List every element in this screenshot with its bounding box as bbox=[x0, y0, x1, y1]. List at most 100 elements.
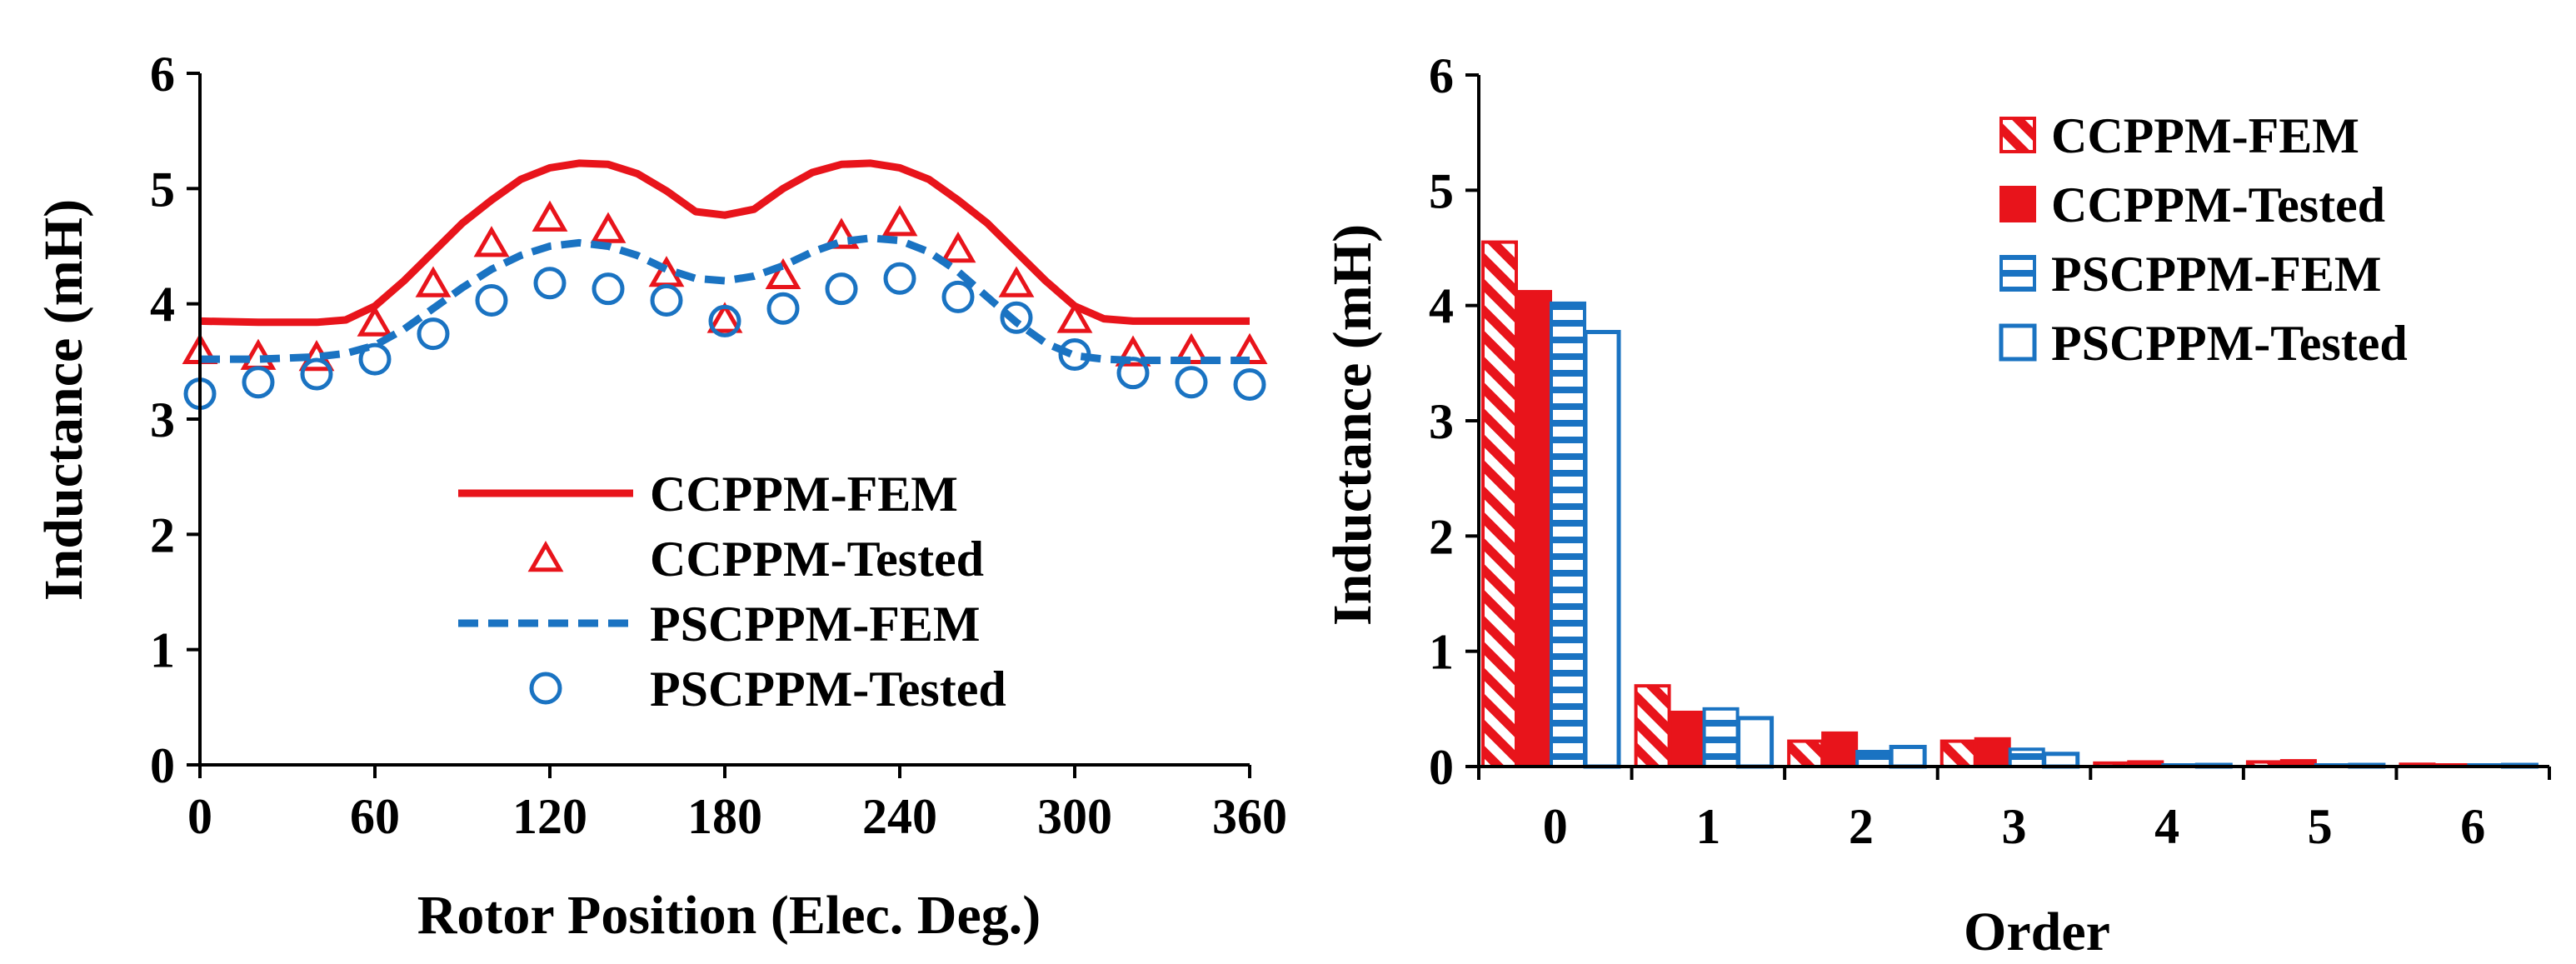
right-y-axis-label: Inductance (mH) bbox=[1322, 224, 1383, 626]
right-y-tick-label: 4 bbox=[1429, 279, 1454, 334]
point-pscppm-tested bbox=[592, 272, 625, 306]
point-pscppm-tested bbox=[358, 342, 392, 376]
left-x-tick-label: 0 bbox=[187, 789, 212, 844]
bar-pscppm-fem bbox=[1702, 707, 1740, 768]
legend-swatch-ccppm-tested bbox=[527, 540, 564, 572]
right-y-tick-label: 5 bbox=[1429, 163, 1454, 218]
left-y-tick-label: 1 bbox=[150, 623, 175, 678]
point-ccppm-tested bbox=[1056, 302, 1093, 333]
series-line-ccppm-fem bbox=[199, 159, 1250, 327]
bar-pscppm-fem bbox=[1550, 301, 1586, 768]
point-pscppm-tested bbox=[533, 267, 567, 300]
point-pscppm-tested bbox=[941, 280, 975, 313]
bar-ccppm-fem bbox=[1481, 240, 1518, 769]
point-ccppm-tested bbox=[590, 212, 627, 243]
right-bar-chart: 0 1 2 3 4 5 6 0 1 2 3 4 5 6 Order Inductance (mH) CCP… bbox=[1322, 48, 2551, 962]
point-pscppm-tested bbox=[1000, 301, 1033, 334]
right-legend: CCPPM-FEM CCPPM-Tested PSCPPM-FEM PSCPPM-Te… bbox=[1999, 108, 2408, 371]
legend-swatch-ccppm-tested bbox=[1999, 186, 2036, 222]
point-pscppm-tested bbox=[242, 366, 275, 399]
left-y-tick-label: 0 bbox=[150, 738, 175, 793]
point-pscppm-tested bbox=[650, 284, 683, 317]
legend-swatch-ccppm-fem bbox=[1999, 117, 2036, 153]
point-ccppm-tested bbox=[473, 226, 510, 257]
right-tick-labels: 0 1 2 3 4 5 6 0 1 2 3 4 5 6 bbox=[1429, 48, 2485, 854]
left-x-tick-label: 360 bbox=[1212, 789, 1287, 844]
left-y-axis-label: Inductance (mH) bbox=[33, 199, 94, 601]
point-pscppm-tested bbox=[1233, 368, 1266, 401]
left-x-tick-label: 120 bbox=[512, 789, 587, 844]
series-line-pscppm-fem bbox=[200, 234, 1250, 364]
right-x-tick-label: 4 bbox=[2154, 799, 2179, 854]
point-ccppm-tested bbox=[881, 205, 918, 237]
right-y-tick-label: 1 bbox=[1429, 625, 1454, 680]
legend-swatch-pscppm-fem bbox=[1999, 255, 2036, 292]
left-axes bbox=[187, 72, 1251, 778]
bar-ccppm-tested bbox=[1668, 710, 1705, 769]
left-x-axis-label: Rotor Position (Elec. Deg.) bbox=[417, 885, 1041, 946]
bar-pscppm-fem bbox=[1855, 750, 1893, 768]
point-pscppm-tested bbox=[766, 292, 800, 325]
right-y-tick-label: 2 bbox=[1429, 509, 1454, 564]
left-y-tick-label: 5 bbox=[150, 162, 175, 217]
left-y-tick-label: 6 bbox=[150, 47, 175, 102]
legend-label: CCPPM-Tested bbox=[2051, 177, 2385, 232]
bar-ccppm-fem bbox=[1634, 684, 1671, 769]
left-y-tick-label: 4 bbox=[150, 277, 175, 332]
legend-label: PSCPPM-Tested bbox=[2051, 316, 2408, 371]
point-ccppm-tested bbox=[357, 305, 393, 337]
left-x-tick-label: 60 bbox=[350, 789, 400, 844]
left-x-tick-label: 240 bbox=[862, 789, 937, 844]
bar-pscppm-tested bbox=[1736, 716, 1775, 769]
point-pscppm-tested bbox=[1175, 366, 1208, 399]
left-legend: CCPPM-FEM CCPPM-Tested PSCPPM-FEM PSCPPM-Te… bbox=[458, 467, 1006, 717]
legend-label: CCPPM-FEM bbox=[2051, 108, 2359, 163]
legend-label: PSCPPM-FEM bbox=[2051, 247, 2382, 302]
legend-label: CCPPM-FEM bbox=[650, 467, 958, 522]
point-pscppm-tested bbox=[475, 284, 508, 317]
legend-swatch-pscppm-tested bbox=[1999, 323, 2037, 362]
bar-ccppm-tested bbox=[1974, 737, 2011, 768]
left-y-tick-label: 2 bbox=[150, 507, 175, 562]
point-ccppm-tested bbox=[1173, 332, 1210, 364]
bar-ccppm-fem bbox=[1939, 739, 1977, 768]
legend-label: PSCPPM-FEM bbox=[650, 597, 981, 652]
point-ccppm-tested bbox=[765, 257, 801, 290]
right-y-tick-label: 0 bbox=[1429, 740, 1454, 795]
bar-ccppm-tested bbox=[1821, 731, 1859, 769]
right-y-tick-label: 3 bbox=[1429, 394, 1454, 449]
left-x-tick-label: 300 bbox=[1037, 789, 1112, 844]
right-x-tick-label: 5 bbox=[2308, 799, 2333, 854]
legend-swatch-pscppm-tested bbox=[529, 672, 562, 705]
point-ccppm-tested bbox=[940, 232, 976, 263]
point-pscppm-tested bbox=[417, 317, 450, 351]
legend-label: CCPPM-Tested bbox=[650, 532, 984, 587]
right-x-tick-label: 3 bbox=[2002, 799, 2027, 854]
right-x-tick-label: 0 bbox=[1543, 799, 1568, 854]
point-pscppm-tested bbox=[1116, 357, 1150, 390]
right-x-tick-label: 2 bbox=[1849, 799, 1874, 854]
bar-pscppm-tested bbox=[2042, 752, 2080, 769]
right-x-tick-label: 1 bbox=[1695, 799, 1720, 854]
point-ccppm-tested bbox=[1115, 335, 1151, 367]
point-pscppm-tested bbox=[708, 304, 741, 337]
bar-ccppm-fem bbox=[1787, 739, 1825, 768]
left-series-layer bbox=[182, 159, 1268, 411]
point-pscppm-tested bbox=[825, 272, 858, 306]
right-x-tick-label: 6 bbox=[2460, 799, 2485, 854]
left-y-tick-label: 3 bbox=[150, 392, 175, 447]
bar-pscppm-tested bbox=[1889, 744, 1927, 769]
right-x-axis-label: Order bbox=[1964, 902, 2110, 962]
point-ccppm-tested bbox=[706, 302, 743, 333]
right-axes bbox=[1465, 73, 2551, 780]
point-pscppm-tested bbox=[883, 262, 916, 295]
point-pscppm-tested bbox=[1058, 338, 1091, 372]
bar-pscppm-fem bbox=[2008, 747, 2045, 768]
point-ccppm-tested bbox=[415, 266, 452, 297]
bar-pscppm-tested bbox=[1583, 329, 1621, 769]
point-pscppm-tested bbox=[300, 357, 333, 391]
legend-label: PSCPPM-Tested bbox=[650, 662, 1006, 717]
